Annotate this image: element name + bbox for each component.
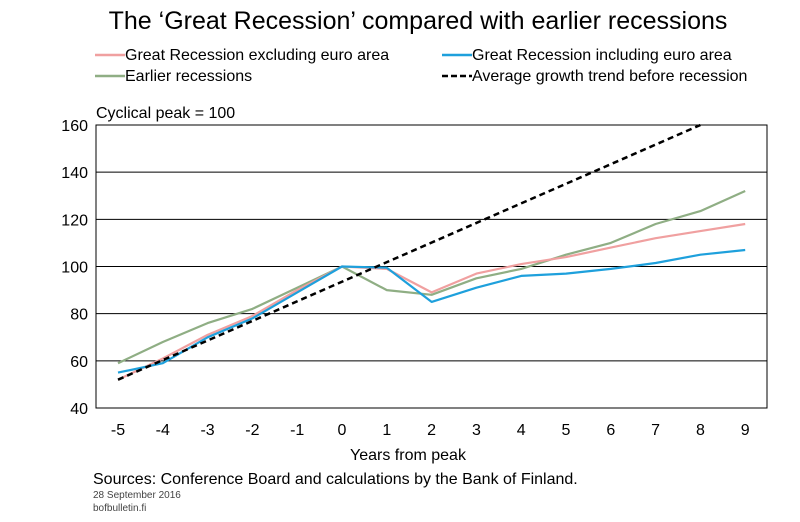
y-tick-label: 80 xyxy=(70,307,88,324)
site-note: bofbulletin.fi xyxy=(93,503,147,514)
x-tick-label: 8 xyxy=(696,422,705,439)
y-tick-label: 120 xyxy=(61,212,88,229)
legend-label: Great Recession including euro area xyxy=(472,47,732,64)
plot-area xyxy=(95,124,768,409)
legend-label: Great Recession excluding euro area xyxy=(125,47,389,64)
x-axis-label: Years from peak xyxy=(350,447,467,464)
x-tick-label: 3 xyxy=(472,422,481,439)
series-line-0 xyxy=(117,222,746,381)
x-tick-label: 4 xyxy=(517,422,526,439)
x-tick-label: 1 xyxy=(382,422,391,439)
x-tick-label: -1 xyxy=(290,422,304,439)
x-tick-label: 0 xyxy=(338,422,347,439)
x-tick-label: -3 xyxy=(200,422,214,439)
legend-label: Average growth trend before recession xyxy=(472,68,747,85)
y-tick-label: 140 xyxy=(61,165,88,182)
series-line-2 xyxy=(117,189,746,365)
x-axis-ticks: -5 -4 -3 -2 -1 0 1 2 3 4 5 6 7 8 9 xyxy=(111,422,750,439)
source-note: Sources: Conference Board and calculatio… xyxy=(93,471,578,488)
x-tick-label: 7 xyxy=(651,422,660,439)
date-note: 28 September 2016 xyxy=(93,490,181,501)
chart-title: The ‘Great Recession’ compared with earl… xyxy=(109,7,728,35)
legend-label: Earlier recessions xyxy=(125,68,252,85)
y-tick-label: 160 xyxy=(61,118,88,135)
y-tick-label: 60 xyxy=(70,354,88,371)
unit-note: Cyclical peak = 100 xyxy=(96,105,235,122)
y-axis-ticks: 40 60 80 100 120 140 160 xyxy=(61,118,88,418)
y-tick-label: 100 xyxy=(61,260,88,277)
series-lines xyxy=(117,123,746,381)
x-tick-label: 9 xyxy=(741,422,750,439)
x-tick-label: -2 xyxy=(245,422,259,439)
x-tick-label: 6 xyxy=(606,422,615,439)
x-tick-label: -5 xyxy=(111,422,125,439)
x-tick-label: -4 xyxy=(156,422,170,439)
legend: Great Recession excluding euro area Great… xyxy=(95,47,747,85)
x-tick-label: 2 xyxy=(427,422,436,439)
series-line-3 xyxy=(117,123,701,381)
series-line-1 xyxy=(117,248,746,374)
gridlines xyxy=(96,171,767,362)
x-tick-label: 5 xyxy=(562,422,571,439)
y-tick-label: 40 xyxy=(70,401,88,418)
